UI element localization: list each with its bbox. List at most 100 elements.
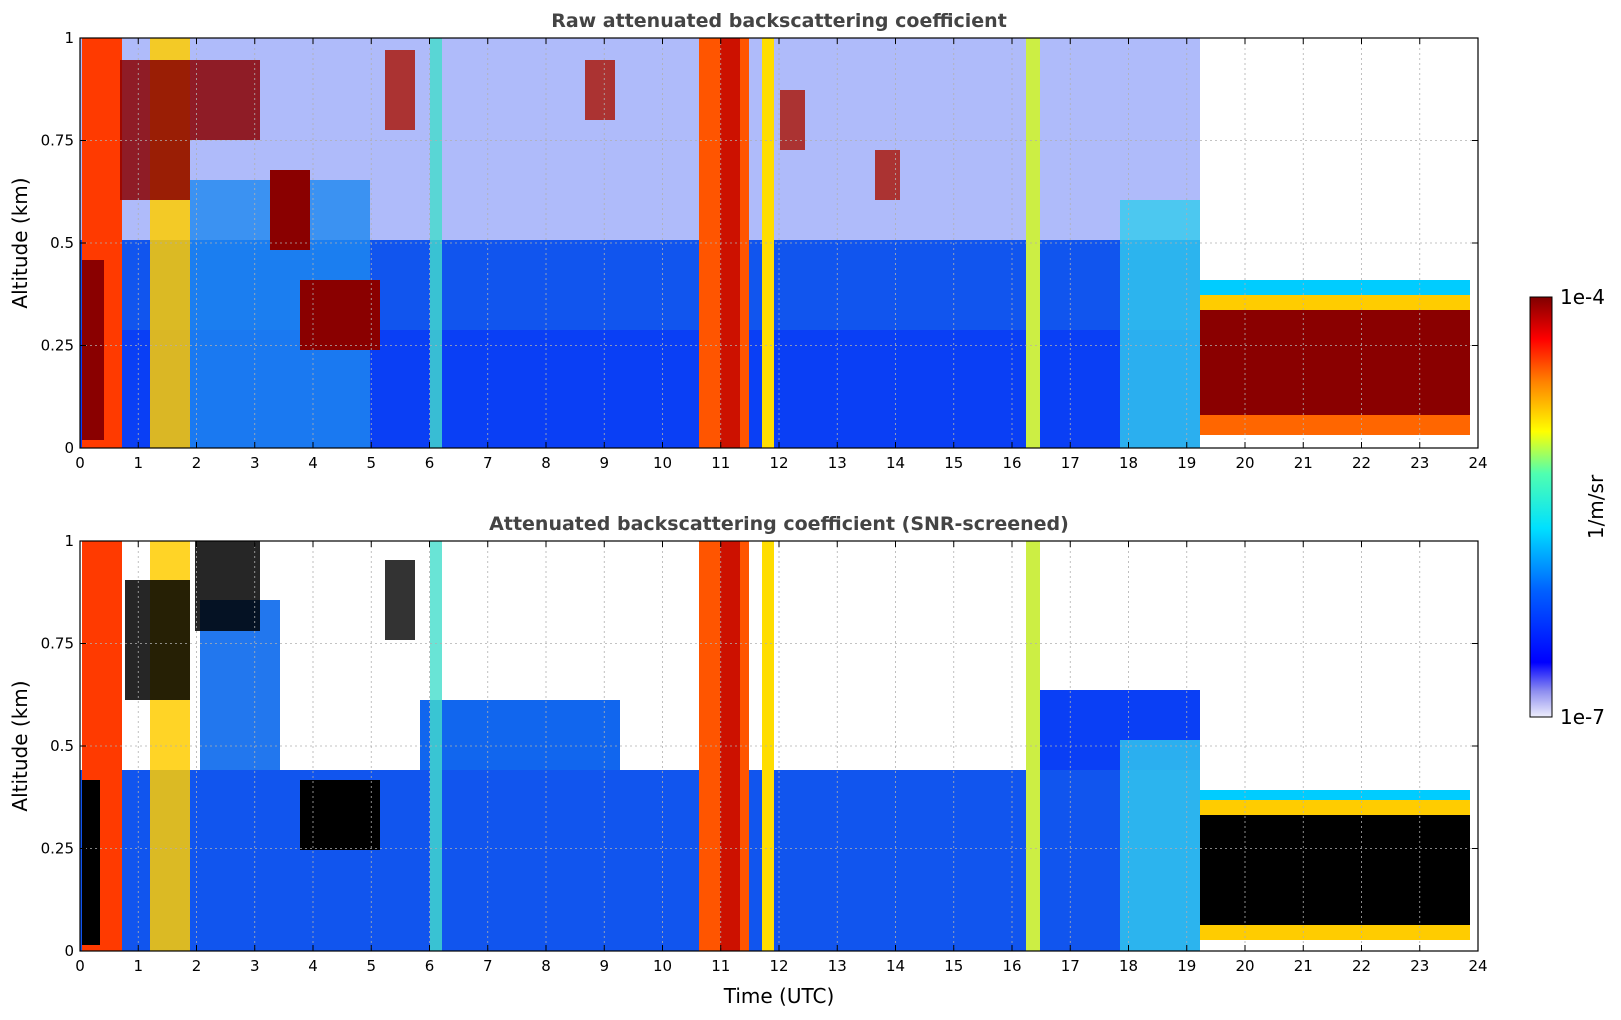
panel-screened-x-tick-label: 1	[133, 957, 143, 975]
panel-screened-x-tick-label: 22	[1352, 957, 1371, 975]
colorbar-max-label: 1e-4	[1560, 285, 1605, 309]
panel-screened-x-tick-label: 21	[1294, 957, 1313, 975]
panel-raw-x-tick-label: 4	[308, 454, 318, 472]
panel-raw-cloud-band-e	[385, 50, 415, 130]
panel-screened-low-cloud-base	[1200, 925, 1470, 940]
panel-raw-x-tick-label: 10	[653, 454, 672, 472]
panel-screened-boundary-layer-upper-a	[420, 700, 620, 770]
panel-screened-y-tick-label: 0	[64, 942, 74, 960]
panel-screened-x-tick-label: 23	[1410, 957, 1429, 975]
panel-screened-cloud-band-c	[300, 780, 380, 850]
panel-raw-cloud-band-b	[190, 60, 260, 140]
panel-screened-y-tick-label: 0.5	[50, 737, 74, 755]
colorbar-gradient	[1529, 296, 1553, 718]
panel-raw-x-tick-label: 8	[541, 454, 551, 472]
panel-screened-x-tick-label: 9	[599, 957, 609, 975]
panel-screened-precip-column-1-core	[82, 780, 100, 945]
panel-raw-x-tick-label: 18	[1119, 454, 1138, 472]
panel-raw-cloud-band-f	[585, 60, 615, 120]
panel-screened-precip-column-5	[1026, 541, 1040, 951]
panel-raw-x-tick-label: 23	[1410, 454, 1429, 472]
panel-raw-x-tick-label: 7	[483, 454, 493, 472]
panel-raw-precip-column-4	[762, 38, 774, 448]
panel-raw-x-tick-label: 13	[828, 454, 847, 472]
panel-screened-y-tick-label: 0.75	[41, 635, 74, 653]
panel-screened-x-tick-label: 5	[366, 957, 376, 975]
panel-raw-x-tick-label: 20	[1235, 454, 1254, 472]
panel-raw-y-tick-label: 0	[64, 439, 74, 457]
panel-screened-boundary-layer	[80, 770, 1200, 951]
panel-raw-x-tick-label: 12	[769, 454, 788, 472]
panel-screened-cloud-band-d	[385, 560, 415, 640]
panel-screened-x-tick-label: 10	[653, 957, 672, 975]
panel-raw-x-tick-label: 19	[1177, 454, 1196, 472]
panel-raw-y-ticks: 0 0.25 0.5 0.75 1	[41, 29, 1478, 457]
panel-screened-x-tick-label: 19	[1177, 957, 1196, 975]
panel-screened-y-tick-label: 0.25	[41, 840, 74, 858]
panel-raw-x-tick-label: 2	[192, 454, 202, 472]
panel-screened-x-tick-label: 20	[1235, 957, 1254, 975]
panel-screened-title: Attenuated backscattering coefficient (S…	[489, 513, 1069, 535]
panel-screened-x-tick-label: 8	[541, 957, 551, 975]
panel-raw-x-tick-label: 17	[1061, 454, 1080, 472]
panel-raw-cloud-band-h	[875, 150, 900, 200]
panel-screened-cloud-band-a	[125, 580, 190, 700]
panel-screened-x-tick-label: 15	[944, 957, 963, 975]
panel-screened-x-tick-label: 11	[711, 957, 730, 975]
panel-raw-low-cloud-core	[1200, 310, 1470, 420]
panel-raw-cloud-band-c	[270, 170, 310, 250]
panel-raw: Raw attenuated backscattering coefficien…	[8, 10, 1488, 472]
panel-raw-y-tick-label: 0.75	[41, 132, 74, 150]
panel-screened-x-tick-label: 3	[250, 957, 260, 975]
panel-raw-x-tick-label: 21	[1294, 454, 1313, 472]
panel-raw-x-tick-label: 14	[886, 454, 905, 472]
panel-screened-y-axis-label: Altitude (km)	[8, 680, 32, 811]
panel-raw-grid	[80, 38, 1478, 448]
panel-raw-precip-column-1-core	[82, 260, 104, 440]
panel-screened-x-tick-label: 12	[769, 957, 788, 975]
panel-raw-cloud-band-d	[300, 280, 380, 350]
panel-screened: Attenuated backscattering coefficient (S…	[8, 513, 1488, 1008]
panel-screened-x-tick-label: 0	[75, 957, 85, 975]
panel-screened-x-tick-label: 17	[1061, 957, 1080, 975]
panel-screened-x-ticks: 0 1 2 3 4 5 6 7 8 9 10 11 12 13 14 15 16 17 18 19 20 21 22 23 24	[75, 541, 1488, 975]
panel-raw-evening-haze	[1120, 200, 1200, 448]
panel-raw-x-tick-label: 5	[366, 454, 376, 472]
panel-raw-title: Raw attenuated backscattering coefficien…	[551, 10, 1007, 32]
panel-raw-precip-column-5	[1026, 38, 1040, 448]
panel-screened-grid	[80, 541, 1478, 951]
panel-raw-x-tick-label: 16	[1002, 454, 1021, 472]
panel-screened-precip-column-4	[762, 541, 774, 951]
panel-raw-y-tick-label: 0.5	[50, 234, 74, 252]
colorbar: 1e-4 1e-7 1/m/sr	[1529, 285, 1608, 729]
panel-raw-x-tick-label: 11	[711, 454, 730, 472]
panel-raw-x-tick-label: 1	[133, 454, 143, 472]
panel-raw-x-tick-label: 9	[599, 454, 609, 472]
panel-raw-x-tick-label: 0	[75, 454, 85, 472]
panel-screened-x-axis-label: Time (UTC)	[723, 984, 835, 1008]
panel-screened-x-tick-label: 14	[886, 957, 905, 975]
colorbar-min-label: 1e-7	[1560, 705, 1605, 729]
panel-screened-y-ticks: 0 0.25 0.5 0.75 1	[41, 532, 1478, 960]
panel-raw-y-tick-label: 1	[64, 29, 74, 47]
panel-raw-cloud-band-g	[780, 90, 805, 150]
panel-screened-x-tick-label: 13	[828, 957, 847, 975]
panel-raw-x-tick-label: 22	[1352, 454, 1371, 472]
panel-raw-x-tick-label: 3	[250, 454, 260, 472]
panel-screened-evening-haze	[1120, 740, 1200, 951]
panel-screened-cloud-band-b	[195, 541, 260, 631]
panel-screened-x-tick-label: 4	[308, 957, 318, 975]
panel-raw-y-axis-label: Altitude (km)	[8, 177, 32, 308]
colorbar-label: 1/m/sr	[1584, 474, 1608, 539]
panel-raw-cloud-band-a	[120, 60, 190, 200]
panel-raw-x-ticks: 0 1 2 3 4 5 6 7 8 9 10 11 12 13 14 15 16 17 18 19 20 21 22 23 24	[75, 38, 1488, 472]
panel-raw-y-tick-label: 0.25	[41, 337, 74, 355]
panel-screened-x-tick-label: 7	[483, 957, 493, 975]
panel-screened-y-tick-label: 1	[64, 532, 74, 550]
panel-screened-x-tick-label: 18	[1119, 957, 1138, 975]
panel-raw-x-tick-label: 6	[425, 454, 435, 472]
panel-screened-x-tick-label: 16	[1002, 957, 1021, 975]
panel-screened-x-tick-label: 2	[192, 957, 202, 975]
panel-screened-low-cloud-core	[1200, 815, 1470, 930]
